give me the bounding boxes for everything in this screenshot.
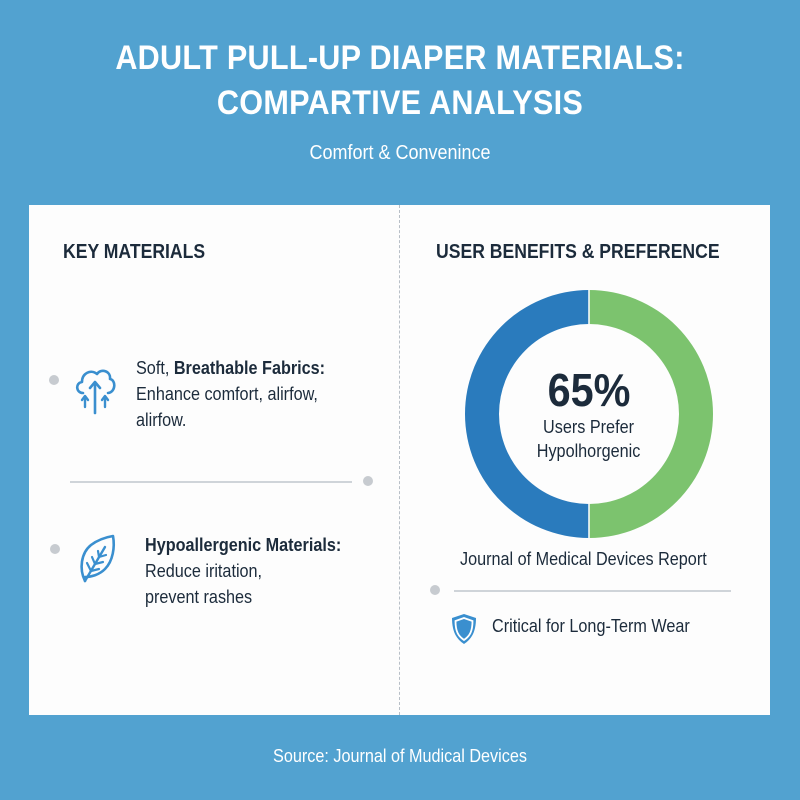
donut-segment-green (589, 290, 713, 538)
benefit-label: Critical for Long-Term Wear (492, 616, 690, 636)
preference-donut-chart (465, 290, 713, 538)
material-item-breathable: Soft, Breathable Fabrics: Enhance comfor… (136, 355, 325, 433)
title-line-1: ADULT PULL-UP DIAPER MATERIALS: (115, 39, 685, 77)
key-materials-heading: KEY MATERIALS (63, 241, 206, 263)
item-description-line: Enhance comfort, alirfow, (136, 384, 318, 404)
user-benefits-heading: USER BENEFITS & PREFERENCE (436, 241, 720, 263)
item-label-prefix: Soft, (136, 358, 174, 378)
separator-line (454, 590, 731, 592)
column-divider (399, 205, 400, 715)
item-label-bold: Breathable Fabrics: (173, 358, 326, 378)
chart-caption: Journal of Medical Devices Report (460, 549, 707, 569)
bullet-dot (49, 375, 59, 385)
title-line-2: COMPARTIVE ANALYSIS (216, 84, 584, 122)
donut-value: 65% (547, 364, 631, 416)
item-description-line: Reduce iritation, (145, 561, 263, 581)
item-description-line: alirfow. (136, 410, 187, 430)
bullet-dot (50, 544, 60, 554)
source-citation: Source: Journal of Mudical Devices (273, 746, 527, 766)
content-panel: KEY MATERIALS Soft, Breathable Fabrics: … (29, 205, 770, 715)
item-label-bold: Hypoallergenic Materials: (145, 535, 342, 555)
material-item-hypoallergenic: Hypoallergenic Materials: Reduce iritati… (145, 532, 341, 610)
donut-label-line-1: Users Prefer (543, 417, 635, 437)
item-description-line: prevent rashes (145, 587, 253, 607)
cloud-upload-icon (75, 369, 116, 415)
shield-icon (452, 614, 476, 644)
donut-label-line-2: Hypolhorgenic (537, 441, 641, 461)
leaf-icon (80, 534, 116, 583)
donut-segment-blue (465, 290, 589, 538)
page-title: ADULT PULL-UP DIAPER MATERIALS: COMPARTI… (40, 36, 760, 126)
donut-center-label: 65% Users Prefer Hypolhorgenic (464, 289, 714, 539)
bullet-dot (430, 585, 440, 595)
page-subtitle: Comfort & Convenince (309, 142, 491, 164)
separator-line (70, 481, 352, 483)
bullet-dot (363, 476, 373, 486)
